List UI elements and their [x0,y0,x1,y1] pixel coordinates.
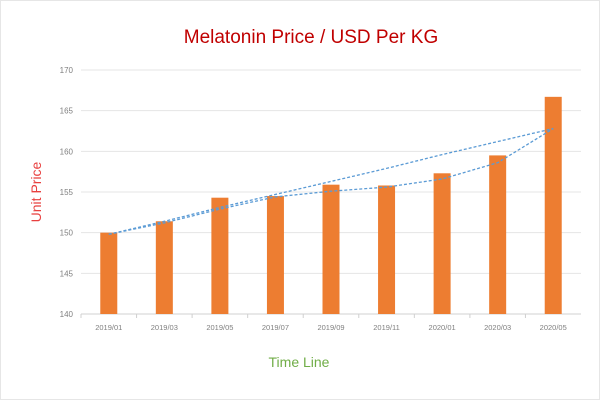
x-tick-label: 2020/01 [429,323,456,332]
trendline-linear [108,127,554,235]
y-tick-label: 140 [60,310,74,319]
chart-title: Melatonin Price / USD Per KG [184,27,438,48]
y-tick-label: 160 [60,147,74,156]
bar [155,221,173,314]
y-tick-label: 145 [60,269,74,278]
bar [544,96,562,314]
y-tick-label: 150 [60,229,74,238]
x-tick-label: 2019/09 [317,323,344,332]
trendline-polynomial [108,128,554,235]
x-tick-label: 2019/05 [206,323,233,332]
x-tick-label: 2020/03 [484,323,511,332]
x-tick-label: 2019/07 [262,323,289,332]
y-axis-label: Unit Price [28,161,44,222]
bar [266,196,284,314]
y-tick-label: 165 [60,107,74,116]
bar [211,197,229,314]
x-tick-label: 2019/11 [373,323,400,332]
bar [378,185,396,314]
bar [433,173,451,314]
x-tick-label: 2019/01 [95,323,122,332]
x-tick-label: 2019/03 [151,323,178,332]
bar [489,155,507,314]
bar [322,184,340,314]
bar [100,232,118,314]
x-axis-label: Time Line [269,354,330,370]
x-tick-label: 2020/05 [540,323,567,332]
y-tick-label: 170 [60,66,74,75]
y-tick-label: 155 [60,188,74,197]
